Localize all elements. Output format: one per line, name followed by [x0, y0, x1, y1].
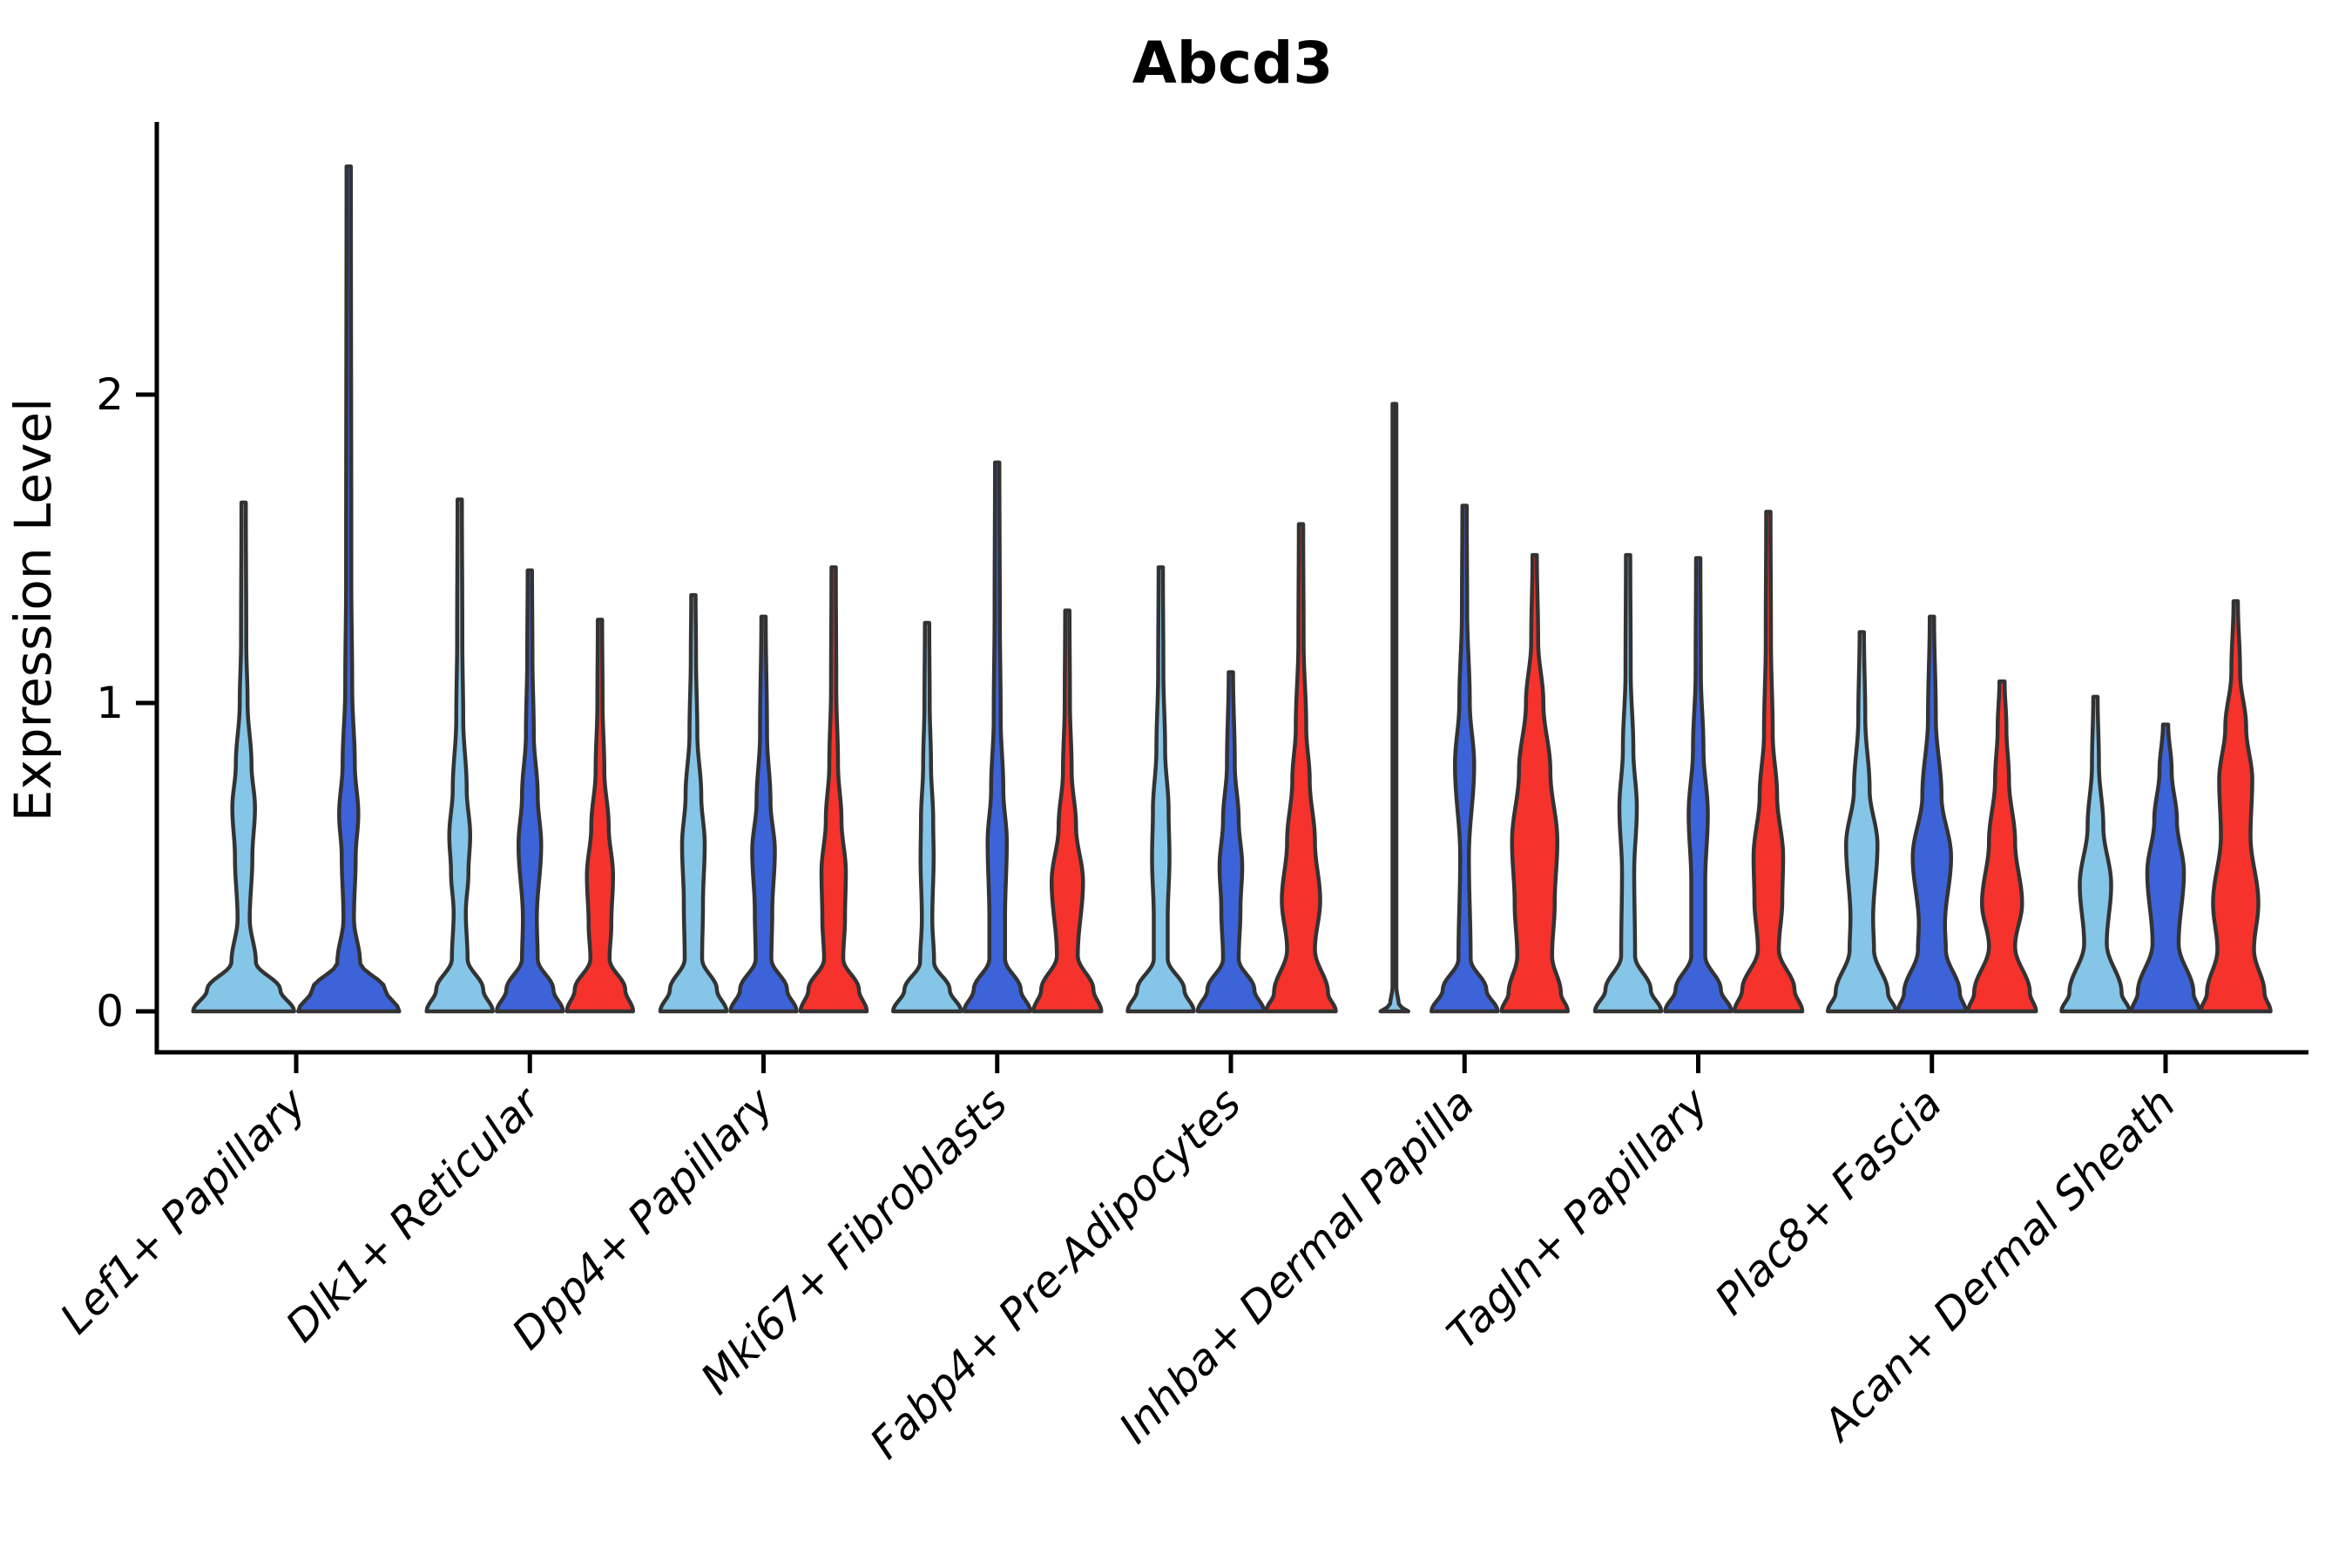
violin-royalblue	[1195, 670, 1267, 1014]
violin-skyblue	[1125, 564, 1196, 1014]
plot-title: Abcd3	[1132, 30, 1334, 97]
violin-red	[2199, 598, 2273, 1014]
violin-red	[798, 564, 869, 1014]
y-tick-label: 2	[96, 369, 124, 420]
violin-skyblue	[1592, 552, 1664, 1014]
violin-red	[1732, 510, 1805, 1014]
violin-skyblue	[191, 500, 296, 1014]
y-tick-label: 0	[96, 986, 124, 1037]
violin-skyblue	[2059, 694, 2132, 1014]
violin-skyblue	[1378, 402, 1410, 1014]
y-axis-label: Expression Level	[3, 398, 63, 821]
violin-royalblue	[495, 568, 565, 1014]
violin-red	[1499, 552, 1570, 1014]
x-tick-label: Dlk1+ Reticular	[276, 1077, 551, 1351]
violin-royalblue	[728, 614, 799, 1014]
violin-royalblue	[1663, 556, 1734, 1014]
violin-royalblue	[296, 164, 402, 1014]
violin-skyblue	[658, 592, 729, 1014]
violin-red	[1031, 608, 1104, 1014]
y-tick-label: 1	[96, 678, 124, 728]
violin-red	[564, 618, 635, 1014]
violin-royalblue	[1896, 614, 1968, 1014]
violin-royalblue	[1429, 504, 1500, 1014]
violin-royalblue	[2129, 722, 2202, 1014]
axes	[136, 122, 2308, 1073]
violin-red	[1264, 522, 1338, 1014]
violin-royalblue	[962, 460, 1032, 1014]
violin-skyblue	[891, 620, 963, 1014]
x-tick-label: Lef1+ Papillary	[51, 1078, 316, 1343]
violin-red	[1966, 679, 2038, 1014]
violin-shapes	[191, 164, 2273, 1014]
violin-skyblue	[1826, 630, 1898, 1014]
x-tick-label: Plac8+ Fascia	[1706, 1078, 1951, 1324]
violin-skyblue	[424, 497, 495, 1014]
x-tick-label: Tagln+ Papillary	[1437, 1078, 1718, 1358]
x-tick-label: Dpp4+ Papillary	[503, 1078, 784, 1359]
y-tick-labels: 0 1 2	[96, 369, 124, 1037]
x-tick-label: Fabp4+ Pre-Adipocytes	[861, 1078, 1251, 1469]
